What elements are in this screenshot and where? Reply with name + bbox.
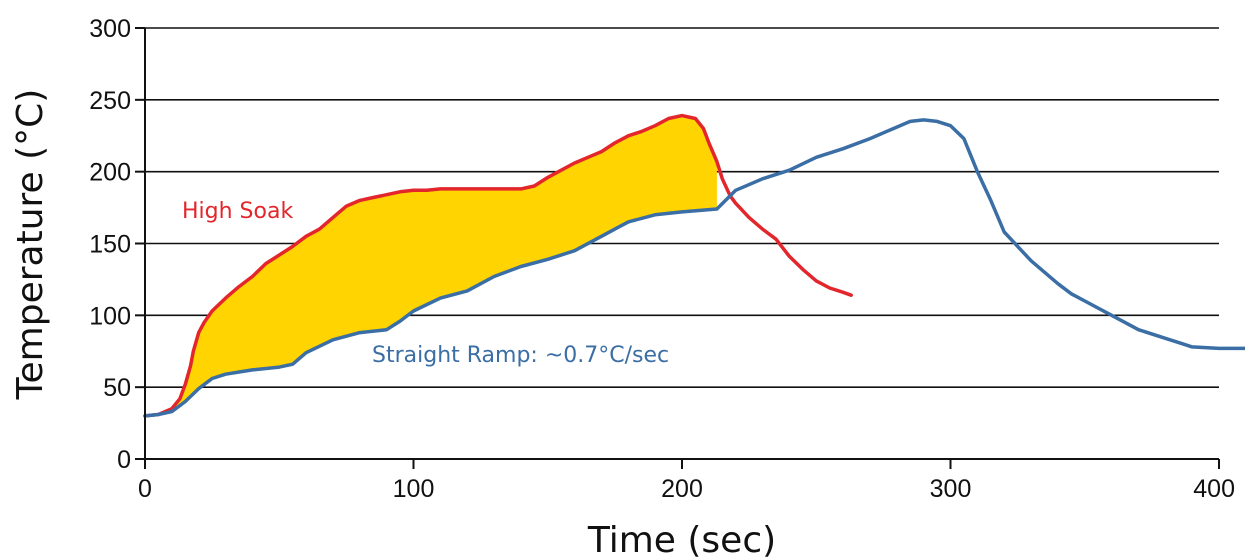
series-lines [143,113,1245,418]
x-axis-title: Time (sec) [587,520,776,560]
x-tick-label-200: 200 [661,475,703,503]
shaded-area-group [145,115,717,416]
shaded-area [145,115,717,416]
y-tick-label-50: 50 [103,374,131,402]
y-tick-label-100: 100 [89,302,131,330]
x-tick-label-300: 300 [930,475,972,503]
tick-labels: 0 50 100 150 200 250 300 0 100 200 300 400 [89,15,1235,503]
y-tick-label-150: 150 [89,231,131,259]
series-line-high-soak [143,113,853,418]
series-label-high-soak: High Soak [182,199,293,224]
series-label-straight-ramp: Straight Ramp: ~0.7°C/sec [372,343,669,368]
x-tick-label-400: 400 [1193,475,1235,503]
y-tick-label-200: 200 [89,159,131,187]
y-axis-title: Temperature (°C) [10,89,51,401]
y-tick-label-250: 250 [89,87,131,115]
y-tick-label-300: 300 [89,15,131,43]
x-tick-label-100: 100 [393,475,435,503]
x-tick-label-0: 0 [138,475,152,503]
series-line-straight-ramp [143,118,1245,418]
y-tick-label-0: 0 [117,446,131,474]
axes [135,27,1220,469]
